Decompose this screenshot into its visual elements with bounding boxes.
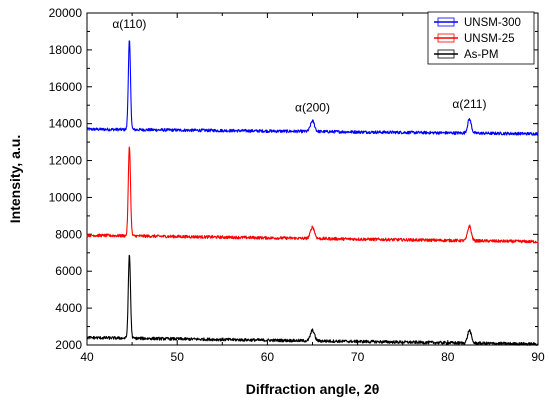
x-tick-label: 60 [261, 350, 275, 364]
y-tick-label: 2000 [55, 338, 82, 352]
legend-label: UNSM-300 [464, 17, 521, 29]
y-tick-label: 10000 [49, 190, 83, 204]
y-tick-label: 18000 [49, 43, 83, 57]
series-layer [86, 40, 539, 346]
legend-label: UNSM-25 [464, 33, 514, 45]
peak-label: α(200) [295, 101, 330, 115]
y-tick-label: 6000 [55, 264, 82, 278]
y-tick-label: 4000 [55, 301, 82, 315]
x-tick-label: 40 [80, 350, 94, 364]
y-tick-label: 8000 [55, 227, 82, 241]
legend-swatch-box [437, 17, 455, 27]
x-tick-label: 80 [441, 350, 455, 364]
series-line-as-pm [86, 254, 539, 346]
series-line-unsm-25 [86, 146, 539, 244]
y-tick-label: 16000 [49, 80, 83, 94]
legend-swatch-box [437, 33, 455, 43]
x-tick-label: 90 [531, 350, 545, 364]
peak-label: α(211) [452, 97, 486, 111]
legend: UNSM-300 UNSM-25 As-PM [427, 11, 535, 65]
x-tick-label: 70 [351, 350, 365, 364]
legend-swatch-box [437, 49, 455, 59]
x-axis-title: Diffraction angle, 2θ [246, 381, 380, 397]
y-axis-title: Intensity, a.u. [7, 135, 23, 223]
peak-label: α(110) [112, 17, 146, 31]
y-tick-label: 12000 [49, 154, 83, 168]
y-tick-label: 20000 [49, 6, 83, 20]
peak-annotations: α(110) α(200) α(211) [112, 17, 486, 115]
y-tick-label: 14000 [49, 117, 83, 131]
x-tick-label: 50 [171, 350, 185, 364]
legend-label: As-PM [464, 49, 499, 61]
series-line-unsm-300 [86, 40, 539, 136]
